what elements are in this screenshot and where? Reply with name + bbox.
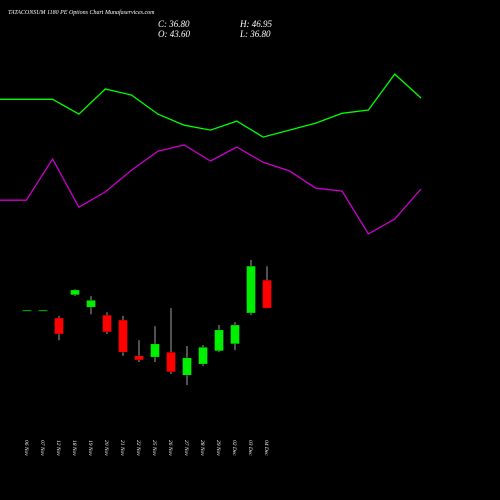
close-label: C: 36.80 bbox=[158, 19, 190, 29]
x-tick-label: 18 Nov bbox=[71, 440, 77, 456]
x-tick-label: 02 Dec bbox=[231, 440, 237, 456]
open-label: O: 43.60 bbox=[158, 29, 190, 39]
candle-body bbox=[22, 309, 32, 312]
candle-body bbox=[102, 314, 112, 333]
candle-body bbox=[198, 347, 208, 365]
x-tick-label: 26 Nov bbox=[167, 440, 173, 456]
x-tick-label: 29 Nov bbox=[215, 440, 221, 456]
x-tick-label: 19 Nov bbox=[87, 440, 93, 456]
candle-body bbox=[166, 351, 176, 373]
x-tick-label: 25 Nov bbox=[151, 440, 157, 456]
x-tick-label: 21 Nov bbox=[119, 440, 125, 456]
indicator-line bbox=[0, 144, 422, 235]
x-tick-label: 28 Nov bbox=[199, 440, 205, 456]
candle-body bbox=[262, 279, 272, 309]
candle-body bbox=[134, 355, 144, 361]
high-label: H: 46.95 bbox=[239, 19, 272, 29]
candle-body bbox=[118, 319, 128, 353]
x-tick-label: 20 Nov bbox=[103, 440, 109, 456]
candle-body bbox=[182, 357, 192, 376]
candle-body bbox=[86, 300, 96, 308]
candle-body bbox=[38, 309, 48, 312]
x-tick-label: 03 Dec bbox=[247, 440, 253, 456]
x-tick-label: 12 Nov bbox=[55, 440, 61, 456]
candle-body bbox=[230, 324, 240, 345]
x-tick-label: 07 Nov bbox=[39, 440, 45, 456]
candle-body bbox=[54, 317, 64, 335]
candle-body bbox=[246, 265, 256, 314]
x-tick-label: 04 Dec bbox=[263, 440, 270, 456]
x-tick-label: 27 Nov bbox=[183, 440, 189, 456]
x-tick-label: 06 Nov bbox=[23, 440, 29, 456]
candle-body bbox=[70, 289, 80, 296]
candle-body bbox=[150, 343, 160, 358]
candle-body bbox=[214, 329, 224, 352]
chart-title: TATACONSUM 1180 PE Options Chart Munafas… bbox=[8, 9, 155, 16]
indicator-line bbox=[0, 73, 422, 138]
low-label: L: 36.80 bbox=[239, 29, 271, 39]
x-tick-label: 22 Nov bbox=[135, 440, 141, 456]
